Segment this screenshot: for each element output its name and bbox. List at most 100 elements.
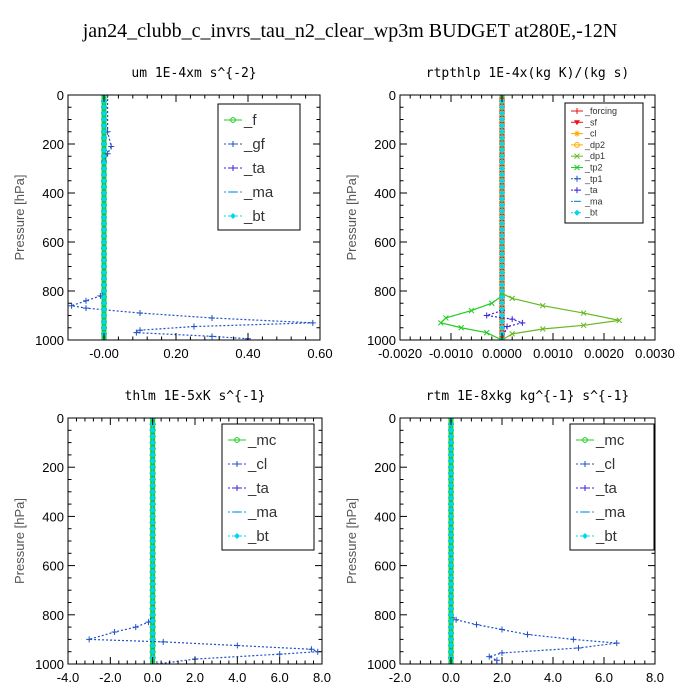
data-point <box>234 642 241 649</box>
data-point <box>448 464 454 471</box>
panel-title: rtm 1E-8xkg kg^{-1} s^{-1} <box>426 389 630 404</box>
legend-label: _forcing <box>584 106 617 116</box>
chart-panel-3: thlm 1E-5xK s^{-1} Pressure [hPa] -4.0 -2.0… <box>12 389 331 685</box>
data-point <box>101 269 107 276</box>
data-point <box>149 501 156 508</box>
x-tick-label: -0.0020 <box>378 346 422 361</box>
data-point <box>499 220 505 227</box>
data-point <box>437 319 444 326</box>
data-point <box>149 513 156 520</box>
data-point <box>499 318 505 325</box>
legend-label: _ma <box>243 184 274 201</box>
legend-label: _gf <box>243 136 266 153</box>
y-tick-label: 400 <box>374 186 396 201</box>
data-point <box>499 190 505 196</box>
data-point <box>101 263 107 270</box>
data-point <box>486 653 493 660</box>
data-point <box>499 171 505 178</box>
data-point <box>133 329 140 336</box>
data-point <box>499 294 505 301</box>
legend-label: _mc <box>247 432 277 449</box>
data-point <box>101 122 107 129</box>
data-point <box>448 470 454 477</box>
data-point <box>86 636 93 643</box>
data-point <box>504 323 511 330</box>
data-point <box>483 329 490 336</box>
legend-label: _ma <box>247 504 278 521</box>
data-point <box>499 177 505 184</box>
data-point <box>149 427 156 434</box>
data-point <box>499 196 505 203</box>
data-point <box>448 593 454 600</box>
legend-label: _bt <box>595 528 618 545</box>
legend-marker <box>234 485 240 491</box>
data-point <box>101 281 107 288</box>
data-point <box>499 300 505 307</box>
data-point <box>448 587 454 594</box>
y-tick-label: 0 <box>57 411 64 426</box>
data-point <box>448 574 454 581</box>
data-point <box>101 183 107 190</box>
data-point <box>149 433 156 440</box>
data-point <box>499 159 505 166</box>
y-tick-label: 600 <box>42 559 64 574</box>
x-tick-label: 6.0 <box>595 670 613 685</box>
data-point <box>160 638 167 645</box>
x-tick-label: 4.0 <box>544 670 562 685</box>
data-point <box>448 550 454 557</box>
legend-label: _ma <box>595 504 626 521</box>
data-point <box>493 661 500 664</box>
legend-label: _ta <box>584 185 598 195</box>
data-point <box>499 257 505 264</box>
data-point <box>473 621 480 628</box>
data-point <box>499 95 505 98</box>
data-point <box>101 190 107 196</box>
chart-panel-4: rtm 1E-8xkg kg^{-1} s^{-1} Pressure [hPa]… <box>344 389 664 685</box>
data-point <box>149 458 156 465</box>
data-point <box>149 476 156 483</box>
data-point <box>153 661 160 664</box>
legend-label: _ta <box>243 160 266 177</box>
x-tick-label: -2.0 <box>99 670 121 685</box>
data-point <box>448 488 454 495</box>
x-tick-label: 2.0 <box>493 670 511 685</box>
data-point <box>448 494 454 501</box>
legend-label: _tp2 <box>584 163 603 173</box>
data-point <box>149 439 156 446</box>
data-point <box>149 544 156 551</box>
y-tick-label: 400 <box>374 509 396 524</box>
data-point <box>448 611 454 618</box>
legend-label: _bt <box>584 208 598 218</box>
legend-label: _ta <box>595 480 618 497</box>
data-point <box>101 110 107 117</box>
x-tick-label: -2.0 <box>389 670 411 685</box>
data-point <box>149 611 156 618</box>
y-tick-label: 200 <box>42 137 64 152</box>
data-point <box>499 183 505 190</box>
data-point <box>448 624 454 631</box>
x-tick-label: -0.00 <box>89 346 119 361</box>
legend-label: _cl <box>247 456 267 473</box>
data-point <box>191 323 197 330</box>
legend-marker <box>574 209 580 216</box>
y-tick-label: 400 <box>42 509 64 524</box>
x-tick-label: 2.0 <box>186 670 204 685</box>
legend-marker <box>230 141 236 147</box>
data-point <box>149 538 156 544</box>
y-tick-label: 200 <box>374 460 396 475</box>
data-point <box>499 147 505 154</box>
legend: _mc _cl _ta _ma _bt <box>569 423 655 551</box>
data-point <box>149 556 156 563</box>
data-point <box>149 581 156 588</box>
data-point <box>101 300 107 307</box>
data-point <box>448 544 454 551</box>
data-point <box>101 312 107 319</box>
data-point <box>149 451 156 458</box>
legend-marker <box>574 187 580 194</box>
data-point <box>453 616 460 623</box>
data-point <box>101 196 107 203</box>
data-point <box>101 306 107 313</box>
data-point <box>499 165 505 172</box>
legend-label: _dp2 <box>584 140 605 150</box>
